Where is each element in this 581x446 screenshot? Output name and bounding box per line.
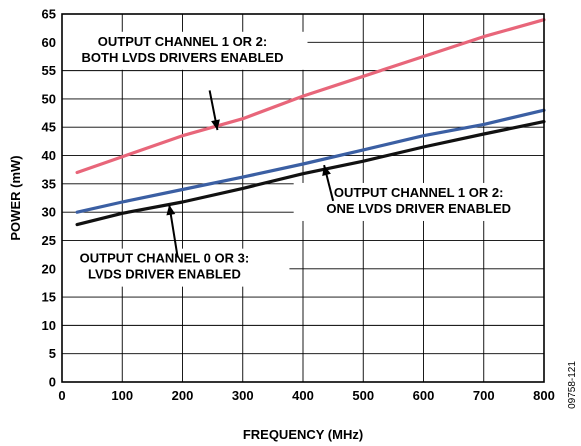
x-tick-label: 400 — [292, 388, 314, 403]
annotation-label: LVDS DRIVER ENABLED — [88, 267, 241, 282]
annotation-label: ONE LVDS DRIVER ENABLED — [326, 201, 511, 216]
arrowhead — [166, 204, 176, 216]
figure-id: 09758-121 — [567, 361, 578, 409]
arrowhead — [322, 165, 331, 176]
y-tick-label: 35 — [42, 176, 56, 191]
x-tick-labels: 0 100 200 300 400 500 600 700 800 — [58, 388, 554, 403]
x-axis-label: FREQUENCY (MHz) — [243, 427, 363, 442]
y-tick-label: 5 — [49, 346, 56, 361]
x-tick-label: 300 — [232, 388, 254, 403]
y-tick-label: 20 — [42, 261, 56, 276]
y-tick-labels: 0 5 10 15 20 25 30 35 40 45 50 55 60 65 — [42, 7, 56, 390]
x-tick-label: 0 — [58, 388, 65, 403]
arrowhead — [211, 119, 220, 131]
series-line-1 — [75, 18, 546, 175]
y-axis-label: POWER (mW) — [8, 155, 23, 240]
series-line-2 — [75, 108, 546, 214]
y-tick-label: 40 — [42, 148, 56, 163]
plot-border — [61, 13, 545, 383]
x-tick-label: 500 — [352, 388, 374, 403]
x-tick-label: 100 — [111, 388, 133, 403]
y-tick-label: 15 — [42, 290, 56, 305]
annotation-label: OUTPUT CHANNEL 1 OR 2: — [98, 34, 268, 49]
y-tick-label: 45 — [42, 120, 56, 135]
annotation-background — [57, 31, 308, 70]
annotation-background — [39, 248, 290, 287]
x-tick-label: 600 — [413, 388, 435, 403]
x-tick-label: 800 — [533, 388, 555, 403]
y-tick-label: 0 — [49, 375, 56, 390]
y-tick-label: 25 — [42, 233, 56, 248]
annotations: OUTPUT CHANNEL 1 OR 2:BOTH LVDS DRIVERS … — [39, 31, 544, 287]
annotation-label: BOTH LVDS DRIVERS ENABLED — [82, 50, 284, 65]
grid — [62, 14, 544, 382]
y-tick-label: 60 — [42, 35, 56, 50]
y-tick-label: 65 — [42, 7, 56, 22]
y-tick-label: 50 — [42, 91, 56, 106]
y-tick-label: 10 — [42, 318, 56, 333]
annotation-background — [293, 182, 544, 221]
x-tick-label: 700 — [473, 388, 495, 403]
y-tick-label: 30 — [42, 205, 56, 220]
annotation-label: OUTPUT CHANNEL 1 OR 2: — [334, 185, 504, 200]
annotation-label: OUTPUT CHANNEL 0 OR 3: — [80, 251, 250, 266]
series-lines — [75, 18, 546, 227]
series-line-3 — [75, 119, 546, 227]
y-tick-label: 55 — [42, 63, 56, 78]
x-tick-label: 200 — [172, 388, 194, 403]
